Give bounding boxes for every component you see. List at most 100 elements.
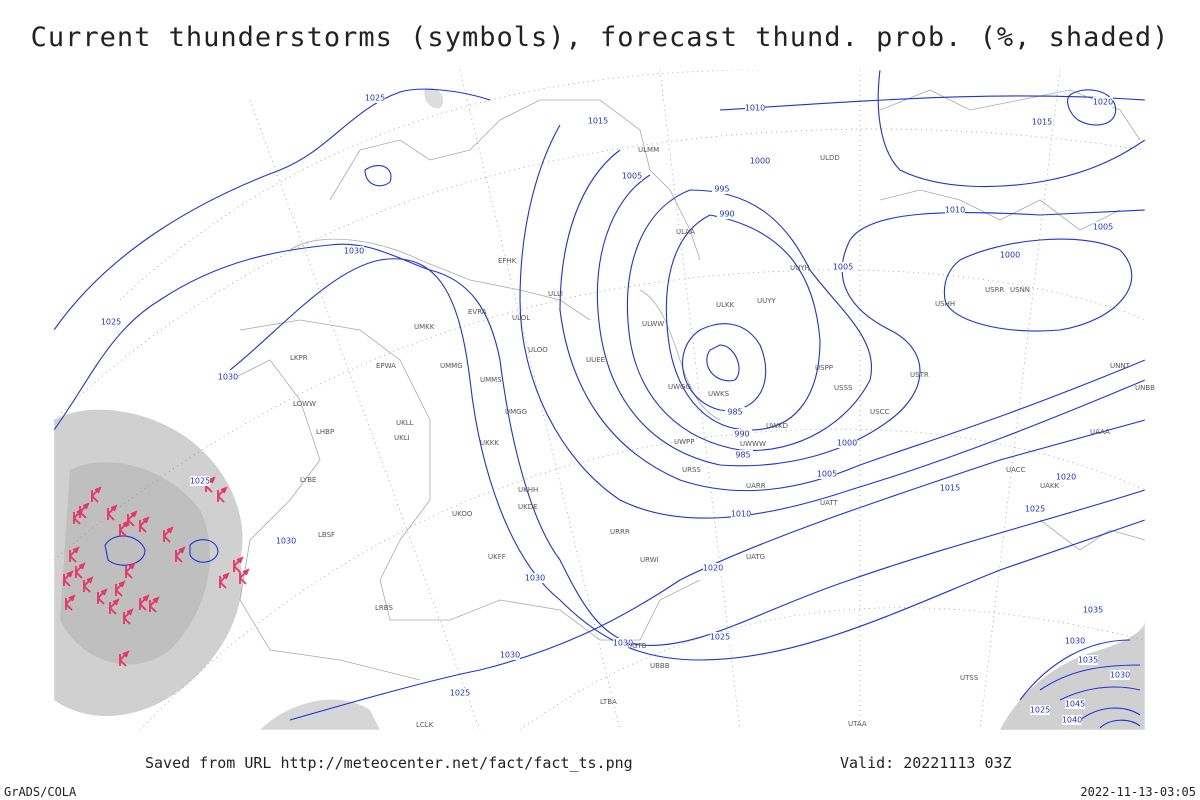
- isobar-label: 1035: [1078, 656, 1098, 665]
- grid-line: [139, 428, 1146, 731]
- station-label: UKKK: [480, 439, 499, 447]
- label-backdrop: [101, 317, 121, 327]
- label-backdrop: [500, 650, 520, 660]
- station-label: EVRA: [468, 308, 487, 316]
- valid-time: Valid: 20221113 03Z: [840, 754, 1012, 772]
- map-title: Current thunderstorms (symbols), forecas…: [31, 22, 1170, 53]
- isobar-label: 1005: [622, 172, 642, 181]
- label-backdrop: [745, 103, 765, 113]
- station-label: LHBP: [316, 428, 334, 436]
- isobar: [706, 344, 740, 382]
- station-label: USNN: [1010, 286, 1030, 294]
- isobar-label: 985: [727, 408, 742, 417]
- map-border: [53, 69, 1146, 731]
- station-label: UUYH: [790, 264, 810, 272]
- isobar: [104, 535, 146, 566]
- timestamp: 2022-11-13-03:05: [1080, 785, 1196, 799]
- station-label: UMMS: [480, 376, 502, 384]
- border: [879, 189, 1121, 231]
- label-backdrop: [1093, 97, 1113, 107]
- station-label: EPWA: [376, 362, 396, 370]
- label-backdrop: [732, 429, 752, 439]
- station-label: ULOO: [528, 346, 548, 354]
- isobar-label: 1025: [450, 689, 470, 698]
- isobar-label: 1015: [940, 484, 960, 493]
- station-label: UGTB: [627, 642, 647, 650]
- station-label: UKLL: [396, 419, 414, 427]
- isobar-label: 1005: [1093, 223, 1113, 232]
- station-label: USHH: [935, 300, 955, 308]
- label-backdrop: [613, 638, 633, 648]
- grid-line: [53, 269, 1146, 561]
- label-backdrop: [1065, 699, 1085, 709]
- isobar: [665, 214, 821, 431]
- label-backdrop: [731, 509, 751, 519]
- label-backdrop: [525, 573, 545, 583]
- label-backdrop: [712, 184, 732, 194]
- station-label: UACC: [1006, 466, 1026, 474]
- software-credit: GrADS/COLA: [4, 785, 77, 799]
- label-backdrop: [1025, 504, 1045, 514]
- isobar-label: 995: [714, 185, 729, 194]
- shaded-area: [260, 699, 380, 730]
- isobar: [877, 69, 1146, 188]
- station-label: UUYY: [757, 297, 777, 305]
- isobar-label: 1000: [1000, 251, 1020, 260]
- station-label: LKPR: [290, 354, 308, 362]
- station-label: LYBE: [300, 476, 316, 484]
- station-label: UBBB: [650, 662, 670, 670]
- isobar-label: 1030: [1065, 637, 1085, 646]
- map-labels: 1025 1015 1010 1000 1005 995 990 1020 1015 1010 10…: [101, 93, 1155, 729]
- map-frame: [53, 69, 1146, 731]
- station-label: UARR: [746, 482, 766, 490]
- isobar: [53, 243, 1146, 646]
- isobar-label: 1010: [945, 206, 965, 215]
- isobar-label: 1035: [1083, 606, 1103, 615]
- label-backdrop: [344, 246, 364, 256]
- station-label: UNNT: [1110, 362, 1131, 370]
- station-label: URSS: [682, 466, 701, 474]
- isobar: [559, 149, 1146, 492]
- station-label: URWI: [640, 556, 659, 564]
- station-label: LRBS: [375, 604, 393, 612]
- border: [1039, 519, 1146, 551]
- grid-line: [459, 69, 621, 731]
- label-backdrop: [837, 438, 857, 448]
- label-backdrop: [1056, 472, 1076, 482]
- label-backdrop: [733, 450, 753, 460]
- isobar-label: 1000: [750, 157, 770, 166]
- label-backdrop: [1078, 655, 1098, 665]
- coastline: [329, 99, 701, 261]
- isobar-label: 1040: [1062, 716, 1082, 725]
- label-backdrop: [833, 262, 853, 272]
- label-backdrop: [1062, 715, 1082, 725]
- station-label: EFHK: [498, 257, 517, 265]
- station-label: UMGG: [505, 408, 527, 416]
- station-label: UTAA: [848, 720, 867, 728]
- isobar-label: 990: [734, 430, 749, 439]
- coastline: [289, 238, 591, 321]
- label-backdrop: [710, 632, 730, 642]
- isobar-label: 1025: [101, 318, 121, 327]
- label-backdrop: [622, 171, 642, 181]
- label-backdrop: [703, 563, 723, 573]
- isobar: [519, 124, 1146, 519]
- label-backdrop: [1093, 222, 1113, 232]
- station-label: UMMG: [440, 362, 463, 370]
- label-backdrop: [365, 93, 385, 103]
- isobar-label: 1030: [344, 247, 364, 256]
- station-label: ULWW: [642, 320, 664, 328]
- isobar-label: 1030: [525, 574, 545, 583]
- isobars: [53, 69, 1146, 729]
- station-label: LTBA: [600, 698, 617, 706]
- label-backdrop: [1000, 250, 1020, 260]
- station-label: UWGG: [668, 383, 691, 391]
- label-backdrop: [725, 407, 745, 417]
- station-label: LBSF: [318, 531, 335, 539]
- label-backdrop: [588, 116, 608, 126]
- isobar: [943, 238, 1133, 332]
- grid-line: [519, 607, 1146, 731]
- label-backdrop: [1110, 670, 1130, 680]
- isobar-label: 1015: [1032, 118, 1052, 127]
